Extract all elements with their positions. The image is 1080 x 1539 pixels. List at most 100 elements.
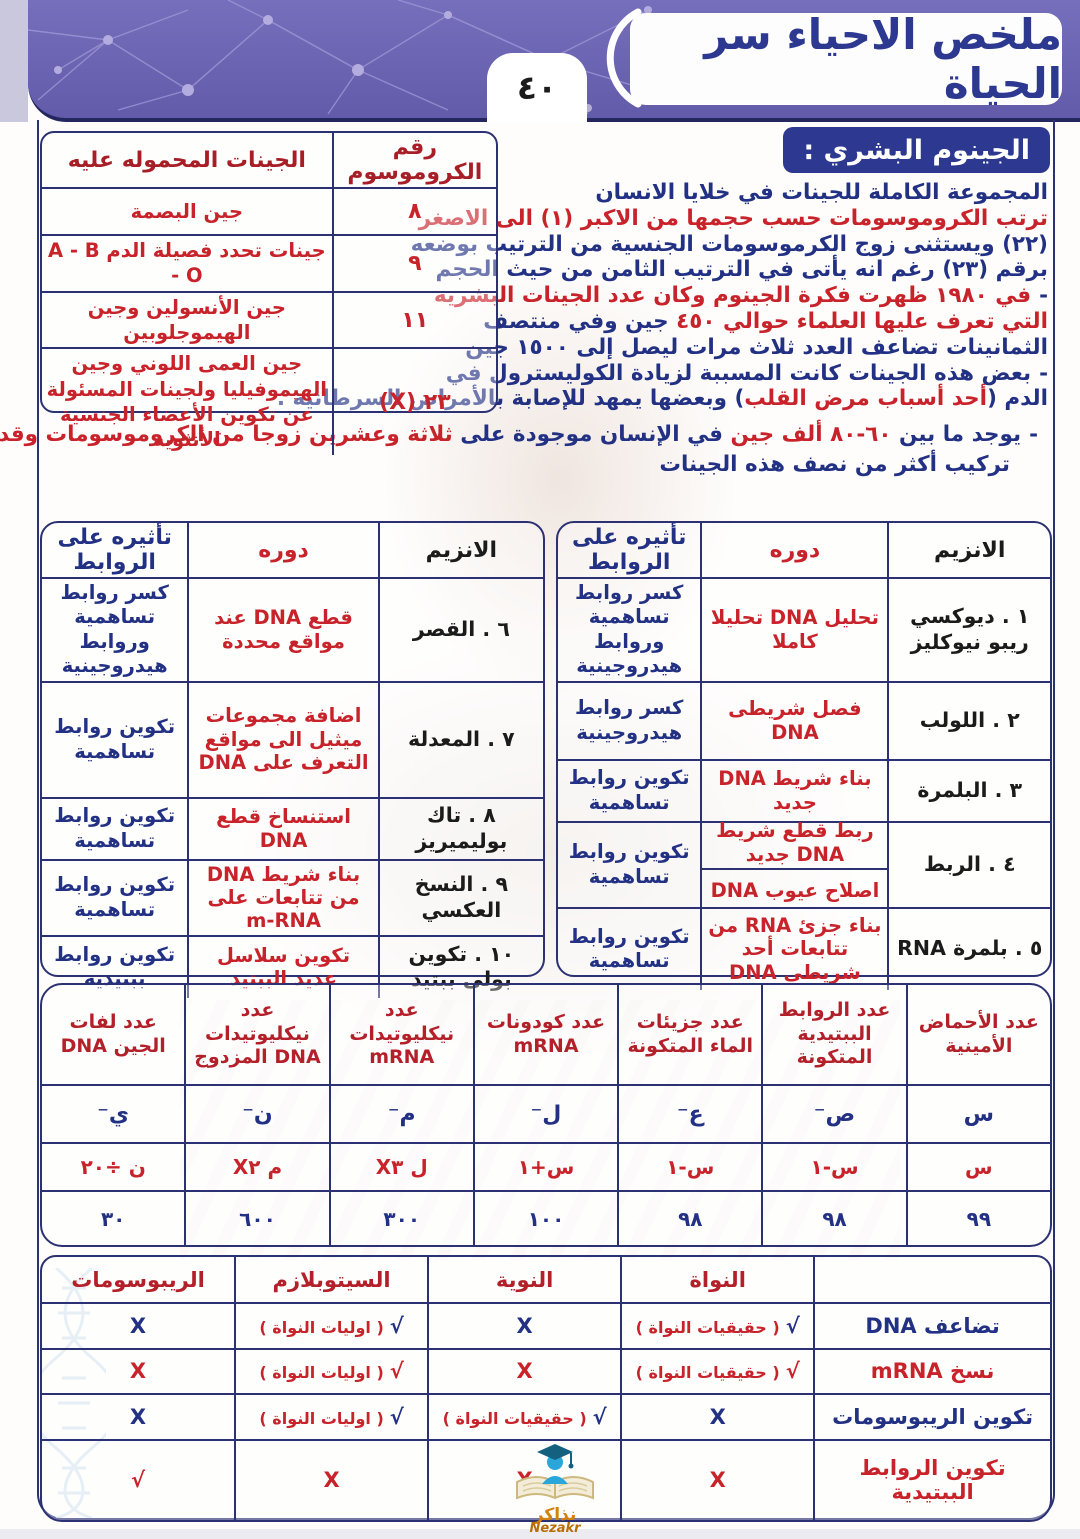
location-mark-cell: √( اوليات النواة ) — [234, 1303, 429, 1350]
enzyme-name-cell: ٧ . المعدلة — [377, 681, 543, 799]
genome-text-line: المجموعة الكاملة للجينات في خلايا الانسا… — [532, 180, 1048, 206]
enzyme-row: ٦ . القصر قطع DNA عند مواقع محددة كسر رواب… — [42, 578, 543, 683]
text-segment: بعض هذه الجينات كانت المسببة لزيادة الكو… — [445, 360, 1032, 386]
dash-bullet: - — [1039, 360, 1048, 386]
location-note: ( اوليات النواة ) — [259, 1317, 384, 1337]
x-mark-icon: X — [709, 1468, 726, 1493]
nezakr-logo: نذاكر Nezakr — [492, 1440, 618, 1535]
counts-header-cell: عدد كودونات mRNA — [472, 985, 619, 1086]
chromosome-number-cell: ١١ — [331, 291, 496, 350]
enzyme-bonds-cell: كسر روابط تساهمية وروابط هيدروجينية — [42, 578, 189, 683]
text-segment: (٢٢) ويستثنى زوج الكرموسومات الجنسية من … — [410, 231, 1048, 257]
location-mark-cell: X — [42, 1394, 236, 1441]
location-mark-cell: √( اوليات النواة ) — [234, 1348, 429, 1396]
x-mark-icon: X — [516, 1359, 533, 1384]
left-edge-strip — [0, 0, 28, 122]
genome-heading-label: الجينوم البشري : — [803, 134, 1030, 166]
enzyme-header-row: الانزيم دوره تأثيره على الروابط — [558, 523, 1050, 579]
enzyme-header-row: الانزيم دوره تأثيره على الروابط — [42, 523, 543, 579]
genome-text-line: -بعض هذه الجينات كانت المسببة لزيادة الك… — [446, 360, 1048, 387]
location-mark-cell: X — [42, 1303, 236, 1350]
counts-formula-cell: م X٢ — [184, 1143, 330, 1192]
counts-variable-cell: ي⁻ — [42, 1085, 186, 1144]
check-mark-icon: √ — [389, 1359, 404, 1384]
enzyme-role-cell: فصل شريطى DNA — [700, 681, 889, 761]
enzyme-row: ٥ . بلمرة RNA بناء جزئ RNA من تتابعات أحد… — [558, 907, 1050, 990]
location-mark-cell: X — [427, 1348, 622, 1396]
genome-text-line: ترتب الكروموسومات حسب حجمها من الاكبر (١… — [419, 206, 1048, 232]
counts-row: س س-١ س-١ س+١ ل X٣ م X٢ ن ÷٢٠ — [42, 1143, 1050, 1192]
dash-bullet: - — [1029, 422, 1038, 447]
enzyme-name-cell: ٣ . البلمرة — [887, 759, 1050, 823]
x-mark-icon: X — [129, 1404, 147, 1429]
location-mark-cell: X — [42, 1348, 236, 1396]
enzyme-name-cell: ٥ . بلمرة RNA — [887, 907, 1050, 990]
location-header-row: النواة النوية السيتوبلازم الريبوسومات — [42, 1257, 1050, 1304]
genome-text-line: الثمانينات تضاعف العدد ثلاث مرات ليصل إل… — [465, 335, 1048, 361]
location-row: تكوين الريبوسومات X √( حقيقيات النواة ) √( … — [42, 1394, 1050, 1441]
genome-text-line: -في ١٩٨٠ ظهرت فكرة الجينوم وكان عدد الجي… — [434, 283, 1048, 309]
chromosome-number-header: رقم الكروموسوم — [331, 133, 496, 189]
enzyme-bonds-cell: تكوين روابط تساهمية — [42, 859, 189, 937]
chromosome-row: ٩ جينات تحدد فصيلة الدم A - B - O — [42, 235, 496, 293]
enzyme-row: ٨ . تاك بوليميريز استنساخ قطع DNA تكوين رو… — [42, 797, 543, 861]
enzyme-role-cell: استنساخ قطع DNA — [187, 797, 379, 861]
text-segment: تركيب أكثر من نصف هذه الجينات — [659, 452, 1010, 477]
counts-formula-cell: س-١ — [761, 1143, 907, 1192]
dash-bullet: - — [1039, 283, 1048, 309]
process-label-cell: تضاعف DNA — [813, 1303, 1050, 1350]
process-label-cell: نسخ mRNA — [813, 1348, 1050, 1396]
enzyme-role-cell: اضافة مجموعات ميثيل الى مواقع التعرف على… — [187, 681, 379, 799]
page-bottom-edge — [0, 1529, 1080, 1539]
enzyme-bonds-cell: تكوين روابط تساهمية — [558, 821, 702, 909]
logo-latin-name: Nezakr — [529, 1521, 581, 1536]
enzyme-row: ٢ . اللولب فصل شريطى DNA كسر روابط هيدروجي… — [558, 681, 1050, 761]
location-mark-cell: √ — [42, 1440, 235, 1520]
counts-header-cell: عدد جزيئات الماء المتكونة — [617, 985, 763, 1086]
counts-row: عدد الأحماض الأمينية عدد الروابط الببتيدي… — [42, 985, 1050, 1086]
enzyme-col-header: الانزيم — [377, 523, 543, 579]
chromosome-row: ٢٣ (X) جين العمى اللوني وجين الهيموفيليا … — [42, 348, 496, 455]
enzyme-name-cell: ٢ . اللولب — [887, 681, 1050, 761]
x-mark-icon: X — [129, 1313, 147, 1338]
genome-section-heading: الجينوم البشري : — [783, 127, 1050, 173]
genome-text-line: الدم (أحد أسباب مرض القلب) وبعضها يمهد ل… — [277, 386, 1048, 412]
genes-cell: جين العمى اللوني وجين الهيموفيليا ولجينا… — [46, 352, 327, 452]
enzyme-subrole: ربط قطع شريط DNA جديد — [702, 818, 888, 870]
text-segment: ترتب الكروموسومات حسب حجمها من الاكبر (١… — [418, 205, 1048, 231]
counts-row: ٩٩ ٩٨ ٩٨ ١٠٠ ٣٠٠ ٦٠٠ ٣٠ — [42, 1191, 1050, 1245]
logo-arabic-name: نذاكر — [533, 1505, 577, 1525]
chromosome-number-cell: ٢٣ (X) — [331, 348, 496, 455]
enzyme-row: ٣ . البلمرة بناء شريط DNA جديد تكوين روابط… — [558, 759, 1050, 823]
location-mark-cell: X — [620, 1439, 815, 1520]
enzyme-row: ٧ . المعدلة اضافة مجموعات ميثيل الى مواقع… — [42, 681, 543, 799]
chromosome-row: ٨ جين البصمة — [42, 188, 496, 236]
enzyme-role-cell: ربط قطع شريط DNA جديد اصلاح عيوب DNA — [700, 819, 889, 909]
role-col-header: دوره — [187, 523, 379, 579]
location-note: ( حقيقيات النواة ) — [442, 1408, 587, 1428]
bonds-col-header: تأثيره على الروابط — [42, 523, 189, 579]
counts-variable-cell: ع⁻ — [617, 1085, 763, 1144]
page-number-tab: ٤٠ — [487, 53, 587, 122]
counts-header-cell: عدد نيكليوتيدات mRNA — [328, 985, 474, 1086]
role-col-header: دوره — [700, 523, 889, 579]
location-header-cell: الريبوسومات — [42, 1257, 236, 1304]
chromosome-genes-header: الجينات المحموله عليه — [42, 133, 333, 189]
bonds-col-header: تأثيره على الروابط — [558, 523, 702, 579]
enzyme-role-cell: بناء شريط DNA من تتابعات على m-RNA — [187, 859, 379, 937]
location-note: ( اوليات النواة ) — [259, 1363, 384, 1383]
location-note: ( اوليات النواة ) — [259, 1408, 384, 1428]
genome-text-line: (٢٢) ويستثنى زوج الكرموسومات الجنسية من … — [411, 232, 1048, 258]
page-title: ملخص الاحياء سر الحياة — [704, 10, 1062, 108]
counts-header-cell: عدد الأحماض الأمينية — [905, 985, 1050, 1086]
genes-cell: جين الأنسولين وجين الهيموجلوبين — [42, 291, 333, 350]
text-segment: ٦٠-٨٠ ألف جين — [730, 422, 892, 447]
x-mark-icon: X — [516, 1313, 533, 1338]
text-segment: الثمانينات تضاعف العدد ثلاث مرات ليصل إل… — [465, 334, 1048, 360]
enzyme-row: ١ . ديوكسي ريبو نيوكليز تحليل DNA تحليلا … — [558, 578, 1050, 683]
genome-paragraph: المجموعة الكاملة للجينات في خلايا الانسا… — [277, 180, 1048, 412]
check-mark-icon: √ — [785, 1313, 800, 1338]
enzyme-bonds-cell: تكوين روابط تساهمية — [558, 759, 702, 823]
counts-variable-cell: ن⁻ — [184, 1085, 330, 1144]
counts-variable-cell: ل⁻ — [472, 1085, 619, 1144]
